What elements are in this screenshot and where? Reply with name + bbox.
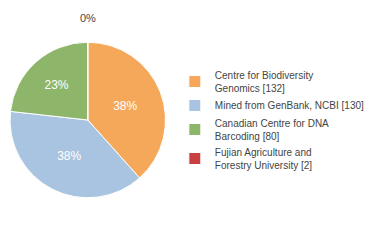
svg-text:38%: 38% <box>57 149 81 163</box>
svg-text:Mined from GenBank, NCBI [130]: Mined from GenBank, NCBI [130] <box>215 100 364 111</box>
svg-text:0%: 0% <box>80 12 96 24</box>
svg-text:Centre for BiodiversityGenomic: Centre for BiodiversityGenomics [132] <box>215 70 313 94</box>
svg-text:Canadian Centre for DNABarcodi: Canadian Centre for DNABarcoding [80] <box>215 118 329 142</box>
svg-text:Fujian Agriculture andForestry: Fujian Agriculture andForestry Universit… <box>215 147 312 171</box>
svg-text:23%: 23% <box>44 78 68 92</box>
svg-text:38%: 38% <box>113 99 137 113</box>
